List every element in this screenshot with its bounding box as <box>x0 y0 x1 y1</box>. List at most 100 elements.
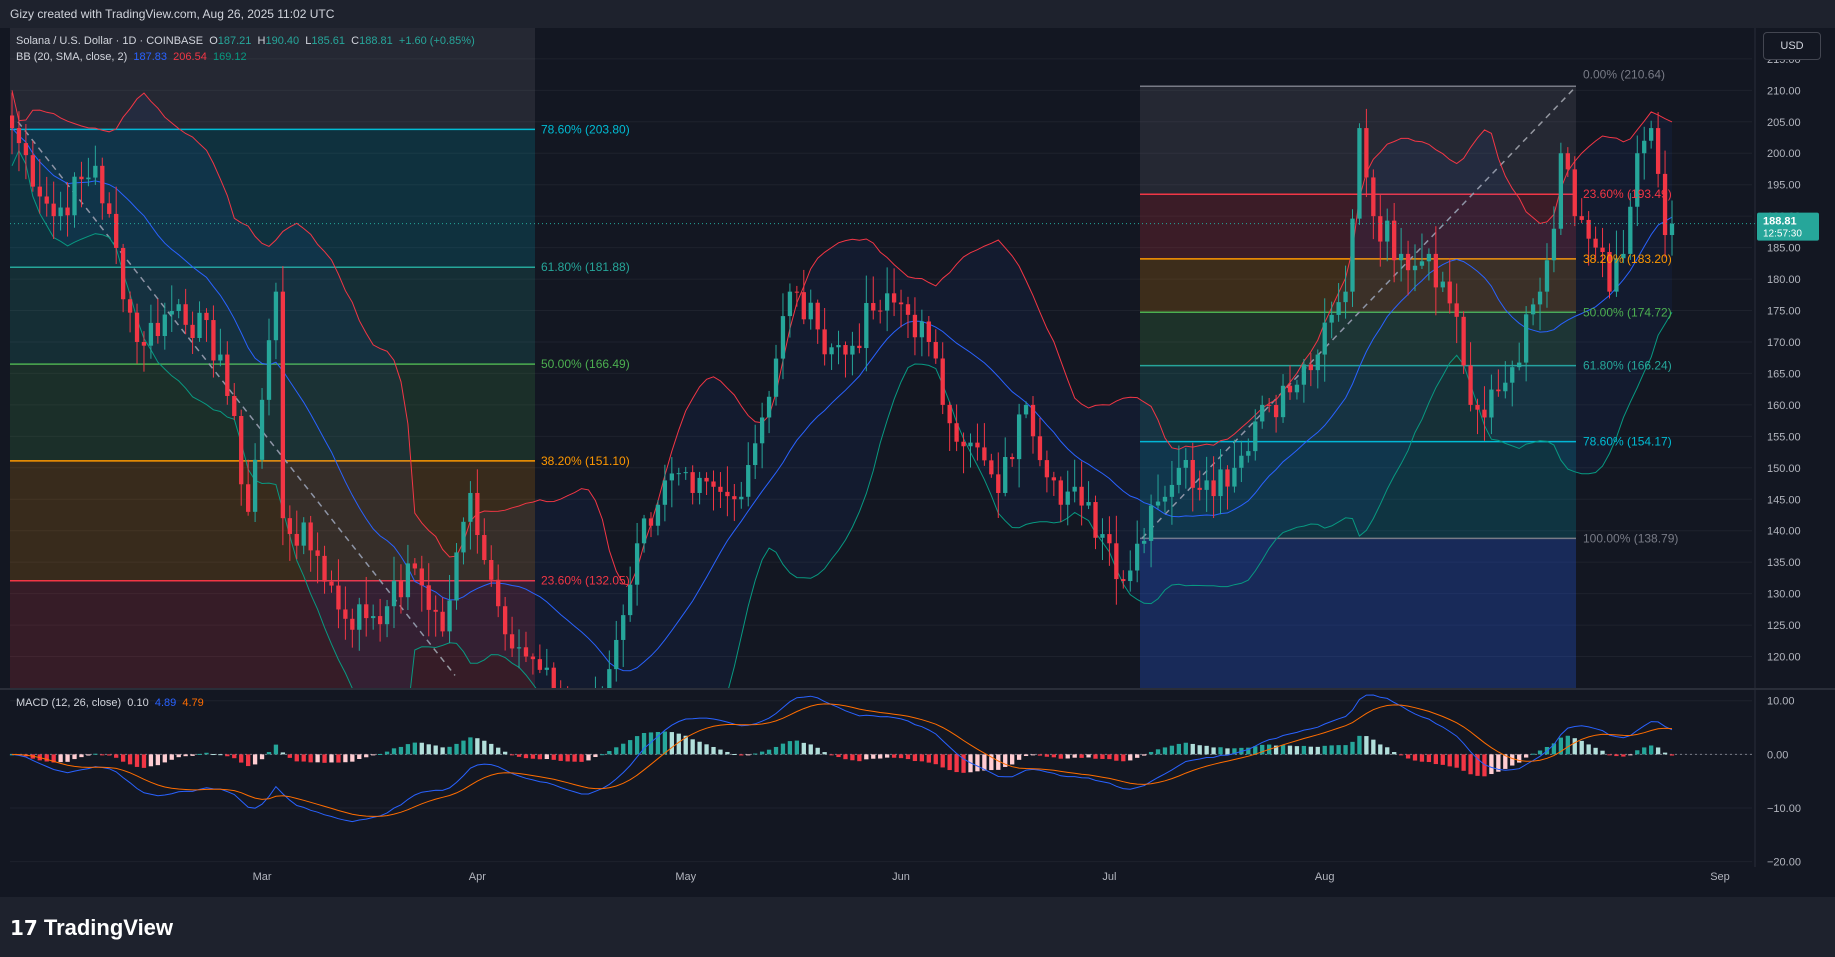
macd-hist-bar <box>384 751 390 755</box>
candle-body <box>1232 467 1237 487</box>
candle-body <box>516 647 522 649</box>
macd-hist-bar <box>648 732 654 755</box>
macd-hist-bar <box>1044 754 1050 757</box>
candle-body <box>683 472 688 474</box>
macd-hist-bar <box>86 754 91 756</box>
macd-hist-bar <box>127 754 133 765</box>
price-tick-label: 150.00 <box>1767 463 1801 475</box>
macd-hist-bar <box>489 743 494 755</box>
candle-body <box>1579 216 1584 220</box>
macd-hist-bar <box>905 754 911 760</box>
candle-body <box>878 310 883 312</box>
macd-hist-bar <box>1273 745 1279 755</box>
price-tick-label: 130.00 <box>1767 589 1801 601</box>
macd-hist-bar <box>197 753 202 755</box>
macd-hist-bar <box>468 737 473 755</box>
candle-body <box>607 669 612 688</box>
macd-hist-bar <box>433 745 438 755</box>
bb-legend: BB (20, SMA, close, 2) 187.83 206.54 169… <box>16 51 247 63</box>
macd-hist-bar <box>565 754 570 762</box>
macd-hist-bar <box>1642 747 1647 755</box>
macd-hist-bar <box>1079 754 1084 758</box>
candle-body <box>79 176 84 180</box>
candle-body <box>287 518 292 534</box>
candle-body <box>1308 364 1313 371</box>
candle-body <box>141 341 147 346</box>
price-tick-label: 140.00 <box>1767 526 1801 538</box>
macd-hist-bar <box>232 754 237 759</box>
macd-hist-bar <box>72 754 77 760</box>
macd-line <box>11 694 1673 823</box>
candle-body <box>1398 253 1404 261</box>
candle-body <box>405 563 411 598</box>
macd-hist-bar <box>961 754 966 773</box>
price-tick-label: 195.00 <box>1767 180 1801 192</box>
fib-left-label: 50.00% (166.49) <box>541 357 630 371</box>
candle-body <box>1336 302 1341 315</box>
fib-left-label: 23.60% (132.05) <box>541 574 630 588</box>
macd-hist-bar <box>1197 745 1202 755</box>
candle-body <box>1162 496 1168 502</box>
fib-right-label: 38.20% (183.20) <box>1583 252 1672 266</box>
macd-hist-bar <box>1454 754 1459 768</box>
macd-hist-bar <box>377 754 383 756</box>
macd-hist-bar <box>1135 754 1140 758</box>
candle-body <box>1565 153 1570 170</box>
candle-body <box>308 522 313 551</box>
macd-hist-bar <box>294 754 299 762</box>
candle-body <box>634 543 640 585</box>
candle-body <box>864 303 869 349</box>
price-chart[interactable]: 215.00210.00205.00200.00195.00190.00185.… <box>0 28 1835 897</box>
macd-hist-bar <box>259 754 265 760</box>
candle-body <box>155 322 161 337</box>
currency-button[interactable]: USD <box>1763 32 1821 60</box>
price-tick-label: 210.00 <box>1767 85 1801 97</box>
macd-hist-bar <box>808 744 813 755</box>
macd-hist-bar <box>676 733 681 755</box>
candle-body <box>315 550 320 556</box>
macd-hist-bar <box>1169 745 1175 755</box>
candle-body <box>600 690 604 694</box>
candle-body <box>1204 480 1209 490</box>
macd-hist-bar <box>405 744 411 755</box>
candle-body <box>58 207 63 217</box>
candle-body <box>565 713 569 721</box>
macd-hist-bar <box>1072 754 1077 758</box>
candle-body <box>1197 487 1202 490</box>
candle-body <box>628 584 633 616</box>
candle-body <box>1593 238 1598 248</box>
macd-hist-bar <box>954 754 959 773</box>
fib-right-zone <box>1140 258 1576 313</box>
candle-body <box>1079 486 1084 506</box>
macd-hist-bar <box>93 753 98 755</box>
macd-hist-bar <box>1260 744 1265 755</box>
trend-line-left <box>17 121 456 676</box>
macd-hist-bar <box>739 754 744 756</box>
candle-body <box>1030 404 1036 437</box>
macd-hist-bar <box>1107 754 1112 760</box>
macd-hist-bar <box>1649 745 1654 755</box>
macd-hist-bar <box>482 740 487 755</box>
last-price-tag <box>1757 212 1819 241</box>
macd-hist-bar <box>551 754 556 760</box>
macd-hist-bar <box>364 754 369 758</box>
last-price-label: 188.81 <box>1763 216 1797 228</box>
candle-body <box>641 518 647 544</box>
macd-hist-bar <box>836 754 841 758</box>
candle-body <box>1669 223 1675 236</box>
chart-area[interactable]: 215.00210.00205.00200.00195.00190.00185.… <box>0 28 1835 897</box>
macd-hist-bar <box>753 753 758 755</box>
macd-hist-bar <box>183 754 188 757</box>
macd-hist-bar <box>1565 735 1570 755</box>
candle-body <box>72 176 77 216</box>
candle-body <box>1190 459 1195 488</box>
macd-hist-bar <box>454 743 459 755</box>
caption-bar: Gizy created with TradingView.com, Aug 2… <box>0 0 1835 28</box>
price-tick-label: 200.00 <box>1767 148 1801 160</box>
macd-hist-bar <box>211 754 216 756</box>
candle-body <box>1058 480 1063 505</box>
candle-body <box>1315 354 1320 371</box>
macd-hist-bar <box>884 754 890 758</box>
candle-body <box>1003 457 1008 493</box>
candle-body <box>364 604 369 619</box>
